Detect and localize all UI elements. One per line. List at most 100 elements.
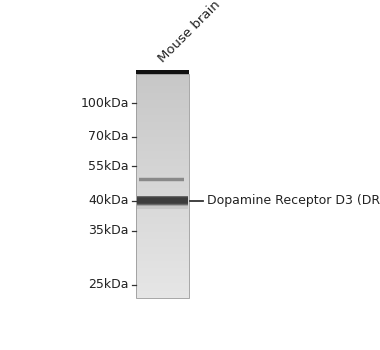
Bar (136, 151, 189, 152)
Bar (136, 99, 189, 100)
Bar (136, 266, 189, 267)
Bar (136, 221, 189, 222)
Bar (136, 297, 189, 298)
Bar (136, 256, 189, 257)
Bar (136, 216, 189, 217)
Bar (136, 88, 189, 89)
Text: 40kDa: 40kDa (88, 194, 129, 207)
Bar (136, 168, 189, 169)
Bar (136, 292, 189, 293)
Bar (136, 283, 189, 284)
Bar (136, 75, 189, 76)
Bar (136, 296, 189, 297)
Bar (136, 250, 189, 251)
Bar (136, 126, 189, 127)
Bar (136, 273, 189, 274)
Bar (136, 92, 189, 93)
Bar (136, 117, 189, 118)
Bar (136, 203, 189, 204)
Bar (136, 83, 189, 84)
Bar (136, 285, 189, 286)
Bar (136, 267, 189, 268)
Bar (136, 198, 189, 199)
Bar (136, 208, 189, 209)
Bar (136, 116, 189, 117)
Bar (136, 205, 189, 206)
Bar (139, 178, 184, 181)
Bar (136, 287, 189, 288)
Bar (136, 144, 189, 145)
Bar (136, 289, 189, 290)
Bar (136, 139, 189, 140)
Bar (136, 291, 189, 292)
Bar (136, 106, 189, 107)
Bar (136, 182, 189, 183)
Bar (136, 264, 189, 265)
Bar (136, 145, 189, 146)
Bar (136, 288, 189, 289)
Bar (136, 132, 189, 133)
Bar (136, 278, 189, 279)
Bar (136, 281, 189, 282)
Bar (136, 190, 189, 191)
Bar (136, 263, 189, 264)
Bar (136, 166, 189, 167)
Bar (136, 196, 189, 197)
Bar (136, 276, 189, 277)
Bar (136, 241, 189, 242)
Bar (136, 161, 189, 162)
Bar (136, 218, 189, 219)
Bar (136, 202, 189, 203)
Bar (136, 163, 189, 164)
Bar (136, 107, 189, 108)
Bar (137, 197, 188, 204)
Bar (136, 102, 189, 103)
Bar (136, 265, 189, 266)
Bar (136, 84, 189, 85)
Bar (136, 194, 189, 195)
Bar (136, 185, 189, 186)
Bar (136, 127, 189, 128)
Bar (136, 130, 189, 131)
Bar (137, 206, 188, 209)
Bar (136, 137, 189, 138)
Bar (136, 177, 189, 178)
Bar (136, 225, 189, 226)
Bar (136, 246, 189, 247)
Bar (139, 178, 184, 181)
Bar (136, 200, 189, 201)
Bar (136, 89, 189, 90)
Bar (136, 244, 189, 245)
Bar (136, 95, 189, 96)
Bar (136, 274, 189, 275)
Text: Dopamine Receptor D3 (DRD3): Dopamine Receptor D3 (DRD3) (207, 194, 380, 207)
Bar (136, 100, 189, 101)
Bar (136, 122, 189, 123)
Bar (136, 148, 189, 149)
Bar (136, 228, 189, 229)
Bar (136, 271, 189, 272)
Bar (136, 229, 189, 230)
Bar (136, 125, 189, 126)
Bar (136, 171, 189, 172)
Bar (136, 239, 189, 240)
Bar (136, 108, 189, 110)
Bar (136, 272, 189, 273)
Bar (136, 217, 189, 218)
Bar (136, 94, 189, 95)
Bar (136, 81, 189, 82)
Bar (136, 119, 189, 120)
Bar (136, 149, 189, 150)
Bar (136, 128, 189, 129)
Bar (136, 290, 189, 291)
Bar (136, 93, 189, 94)
Bar (137, 196, 188, 206)
Bar (136, 252, 189, 253)
Bar (136, 212, 189, 213)
Bar (136, 236, 189, 237)
Bar (136, 133, 189, 134)
Bar (136, 284, 189, 285)
Bar (136, 233, 189, 234)
Bar (136, 164, 189, 165)
Bar (136, 162, 189, 163)
